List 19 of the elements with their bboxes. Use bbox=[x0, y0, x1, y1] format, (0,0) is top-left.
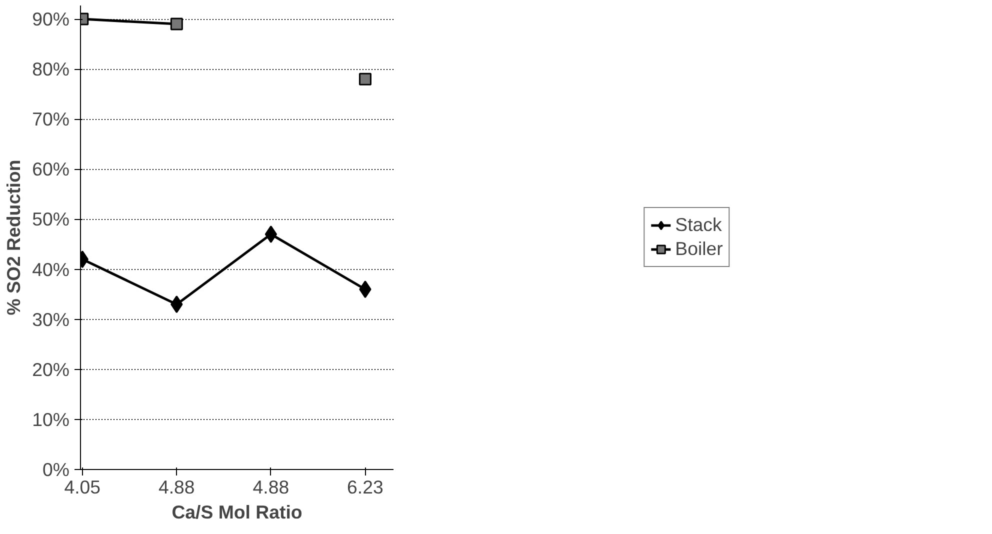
y-tick-label: 70% bbox=[32, 108, 70, 130]
y-tick-label: 50% bbox=[32, 208, 70, 230]
y-tick-label: 10% bbox=[32, 408, 70, 430]
y-tick-label: 40% bbox=[32, 258, 70, 280]
x-tick-label: 6.23 bbox=[347, 476, 384, 498]
x-tick-label: 4.88 bbox=[252, 476, 290, 498]
y-axis-title: % SO2 Reduction bbox=[3, 160, 24, 316]
legend-label: Boiler bbox=[675, 238, 723, 260]
point bbox=[264, 225, 278, 243]
y-tick-label: 90% bbox=[32, 8, 70, 30]
x-axis-title: Ca/S Mol Ratio bbox=[172, 502, 302, 522]
point bbox=[358, 72, 372, 86]
y-tick-label: 80% bbox=[32, 58, 70, 80]
legend-label: Stack bbox=[675, 214, 722, 236]
y-tick-label: 20% bbox=[32, 358, 70, 380]
point bbox=[170, 18, 183, 30]
y-tick-label: 60% bbox=[32, 158, 70, 180]
y-tick-label: 30% bbox=[32, 308, 70, 330]
x-tick-label: 4.88 bbox=[158, 476, 195, 498]
